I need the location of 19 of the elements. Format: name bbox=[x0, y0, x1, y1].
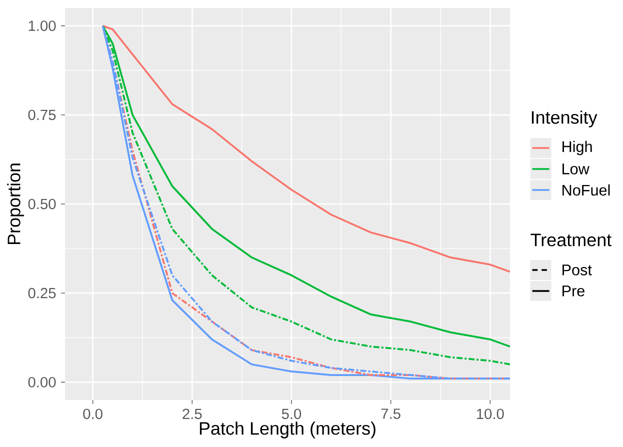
y-axis-title: Proportion bbox=[7, 164, 24, 244]
y-tick-label: 0.25 bbox=[28, 288, 56, 298]
legend-label: High bbox=[562, 140, 592, 156]
text: Treatment bbox=[530, 234, 612, 246]
legend-label: Low bbox=[562, 164, 590, 174]
y-tick-label: 1.00 bbox=[28, 20, 56, 32]
y-tick-label: 0.50 bbox=[28, 198, 56, 210]
text: Pre bbox=[562, 286, 584, 296]
x-tick-label: 5.0 bbox=[282, 408, 302, 420]
x-tick-label: 10.0 bbox=[476, 408, 504, 420]
y-tick-label: 0.00 bbox=[28, 377, 56, 388]
x-tick-label: 2.5 bbox=[182, 408, 202, 420]
x-axis-title: Patch Length (meters) bbox=[200, 422, 376, 438]
y-tick-label: 0.75 bbox=[28, 110, 56, 120]
x-tick-label: 7.5 bbox=[381, 408, 400, 419]
legend-label: NoFuel bbox=[562, 184, 610, 196]
x-tick-label: 0.0 bbox=[83, 408, 102, 420]
legend-title: Intensity bbox=[532, 110, 598, 128]
text: Post bbox=[562, 264, 592, 276]
